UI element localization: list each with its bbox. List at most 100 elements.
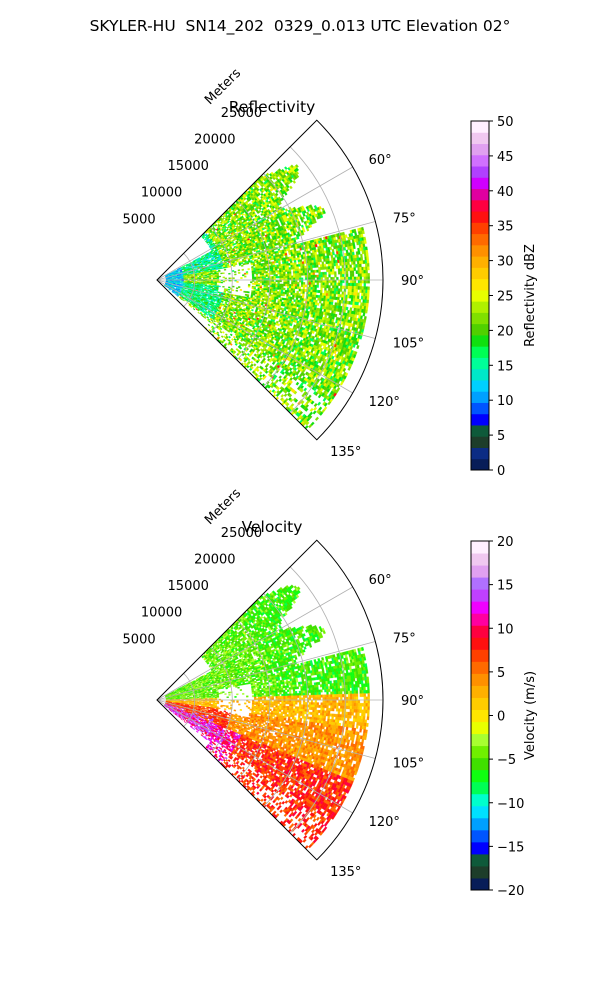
azimuth-gridline — [156, 279, 376, 339]
colorbar-segment — [471, 368, 489, 381]
azimuth-gridline — [156, 586, 353, 701]
azimuth-tick-label: 75° — [393, 211, 416, 226]
colorbar-segment — [471, 233, 489, 246]
colorbar-segment — [471, 757, 489, 771]
colorbar-segment — [471, 637, 489, 650]
colorbar-segment — [471, 829, 489, 843]
colorbar-segment — [471, 222, 489, 235]
colorbar-segment — [471, 565, 489, 578]
colorbar-tick-label: 45 — [497, 150, 514, 165]
colorbar-segment — [471, 685, 489, 698]
azimuth-tick-label: 135° — [330, 445, 361, 460]
colorbar-segment — [471, 334, 489, 347]
colorbar-segment — [471, 769, 489, 783]
colorbar-segment — [471, 391, 489, 403]
azimuth-tick-label: 120° — [369, 815, 400, 830]
colorbar-segment — [471, 413, 489, 426]
colorbar-segment — [471, 613, 489, 626]
colorbar-tick-label: −15 — [497, 840, 524, 855]
colorbar-segment — [471, 841, 489, 855]
colorbar-tick-label: 20 — [497, 324, 514, 339]
azimuth-gridline — [156, 166, 353, 281]
colorbar-segment — [471, 211, 489, 223]
reflectivity-panel: Reflectivity500010000150002000025000Mete… — [123, 66, 538, 479]
colorbar-label: Velocity (m/s) — [523, 671, 538, 760]
colorbar-segment — [471, 346, 489, 358]
colorbar-segment — [471, 154, 489, 167]
colorbar-tick-label: 5 — [497, 666, 505, 681]
radial-axis-label: Meters — [202, 486, 244, 528]
colorbar-tick-label: 30 — [497, 255, 514, 270]
colorbar-segment — [471, 661, 489, 674]
colorbar-tick-label: 50 — [497, 115, 514, 130]
colorbar-segment — [471, 267, 489, 280]
colorbar-segment — [471, 323, 489, 336]
colorbar-segment — [471, 379, 489, 392]
colorbar-tick-label: 35 — [497, 220, 514, 235]
colorbar-segment — [471, 721, 489, 735]
azimuth-tick-label: 105° — [393, 337, 424, 352]
azimuth-tick-label: 60° — [369, 153, 392, 168]
colorbar-segment — [471, 697, 489, 710]
colorbar-tick-label: 0 — [497, 464, 505, 479]
colorbar-segment — [471, 278, 489, 291]
colorbar-tick-label: 20 — [497, 535, 514, 550]
velocity-colorbar: −20 −15 −10 −5 0 5 10 15 20 Velocity (m/s) — [470, 535, 538, 899]
colorbar-segment — [471, 289, 489, 302]
azimuth-tick-label: 120° — [369, 395, 400, 410]
colorbar-tick-label: 10 — [497, 622, 514, 637]
azimuth-gridline — [156, 279, 353, 394]
colorbar-segment — [471, 121, 489, 133]
colorbar-segment — [471, 817, 489, 831]
azimuth-tick-label: 135° — [330, 865, 361, 880]
sector-frame — [156, 119, 384, 441]
azimuth-tick-label: 60° — [369, 573, 392, 588]
colorbar-tick-label: 25 — [497, 290, 514, 305]
colorbar-segment — [471, 793, 489, 807]
colorbar-tick-label: 5 — [497, 429, 505, 444]
colorbar-tick-label: 40 — [497, 185, 514, 200]
colorbar-label: Reflectivity dBZ — [523, 244, 538, 347]
colorbar-segment — [471, 673, 489, 686]
colorbar-segment — [471, 877, 489, 891]
range-tick-label: 25000 — [221, 106, 262, 121]
colorbar-segment — [471, 589, 489, 602]
colorbar-segment — [471, 709, 489, 723]
range-tick-label: 25000 — [221, 526, 262, 541]
colorbar-segment — [471, 649, 489, 662]
colorbar-segment — [471, 132, 489, 145]
range-tick-label: 15000 — [168, 159, 209, 174]
azimuth-tick-label: 105° — [393, 757, 424, 772]
colorbar-segment — [471, 312, 489, 325]
range-tick-label: 10000 — [141, 186, 182, 201]
colorbar-segment — [471, 402, 489, 415]
colorbar-segment — [471, 256, 489, 268]
colorbar-tick-label: 15 — [497, 359, 514, 374]
colorbar-segment — [471, 447, 489, 460]
colorbar-segment — [471, 199, 489, 212]
range-tick-label: 10000 — [141, 606, 182, 621]
panel-title: Reflectivity — [229, 98, 316, 116]
colorbar-segment — [471, 553, 489, 566]
colorbar-segment — [471, 853, 489, 867]
range-tick-label: 5000 — [123, 632, 156, 647]
colorbar-segment — [471, 805, 489, 819]
colorbar-segment — [471, 458, 489, 471]
azimuth-gridline — [156, 221, 376, 281]
colorbar-tick-label: 15 — [497, 579, 514, 594]
colorbar-tick-label: −20 — [497, 884, 524, 899]
range-tick-label: 5000 — [123, 212, 156, 227]
sector-frame — [156, 539, 384, 861]
azimuth-tick-label: 75° — [393, 631, 416, 646]
azimuth-gridline — [156, 699, 376, 759]
azimuth-tick-label: 90° — [401, 694, 424, 709]
colorbar-tick-label: −10 — [497, 797, 524, 812]
colorbar-segment — [471, 865, 489, 879]
colorbar-tick-label: 0 — [497, 710, 505, 725]
colorbar-segment — [471, 577, 489, 590]
reflectivity-colorbar: 0 5 10 15 20 25 30 35 40 45 50 Reflectivity dBZ — [470, 115, 538, 479]
colorbar-segment — [471, 436, 489, 448]
azimuth-gridline — [156, 641, 376, 701]
